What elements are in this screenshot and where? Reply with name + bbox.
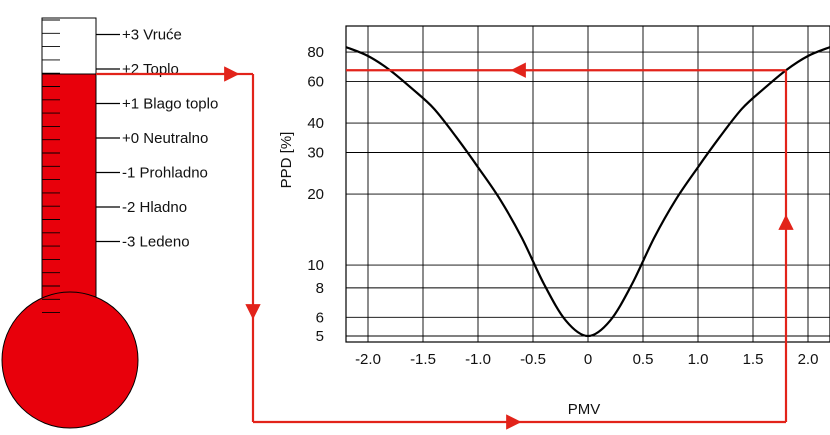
y-tick-label: 30 xyxy=(307,145,324,162)
thermometer-mercury xyxy=(41,73,97,321)
scale-label: +0 Neutralno xyxy=(122,130,208,147)
y-tick-labels: 5 6 8 10 20 30 40 60 80 xyxy=(307,44,324,345)
y-tick-label: 20 xyxy=(307,186,324,203)
x-tick-label: -1.5 xyxy=(410,351,436,368)
scale-label: +2 Toplo xyxy=(122,61,179,78)
plot-frame xyxy=(345,25,830,343)
thermometer-bulb xyxy=(1,291,139,429)
scale-label: -3 Ledeno xyxy=(122,234,190,251)
y-tick-label: 5 xyxy=(316,328,324,345)
x-tick-label: 0 xyxy=(584,351,592,368)
ppd-curve xyxy=(345,46,830,338)
x-tick-label: 1.5 xyxy=(743,351,764,368)
y-tick-label: 6 xyxy=(316,309,324,326)
x-tick-label: -2.0 xyxy=(355,351,381,368)
y-tick-label: 80 xyxy=(307,44,324,61)
thermal-sensation-scale: +3 Vruće +2 Toplo +1 Blago toplo +0 Neutral… xyxy=(96,27,218,251)
thermometer xyxy=(1,17,139,429)
y-tick-label: 10 xyxy=(307,257,324,274)
y-tick-label: 8 xyxy=(316,280,324,297)
scale-label: +1 Blago toplo xyxy=(122,96,218,113)
x-tick-label: -0.5 xyxy=(520,351,546,368)
y-tick-label: 60 xyxy=(307,74,324,91)
x-tick-label: 1.0 xyxy=(688,351,709,368)
thermometer-minor-ticks xyxy=(42,19,60,314)
pmv-to-ppd-arrows xyxy=(96,62,794,430)
scale-label: -2 Hladno xyxy=(122,199,187,216)
x-tick-label: 0.5 xyxy=(633,351,654,368)
y-axis-title: PPD [%] xyxy=(278,132,295,189)
x-axis-title: PMV xyxy=(568,401,601,418)
ppd-chart: -2.0 -1.5 -1.0 -0.5 0 0.5 1.0 1.5 2.0 5 6 8 10 20 30 4… xyxy=(278,25,830,418)
x-tick-label: 2.0 xyxy=(798,351,819,368)
y-tick-label: 40 xyxy=(307,115,324,132)
scale-label: -1 Prohladno xyxy=(122,165,208,182)
x-tick-label: -1.0 xyxy=(465,351,491,368)
x-tick-labels: -2.0 -1.5 -1.0 -0.5 0 0.5 1.0 1.5 2.0 xyxy=(355,351,818,368)
scale-label: +3 Vruće xyxy=(122,27,182,44)
